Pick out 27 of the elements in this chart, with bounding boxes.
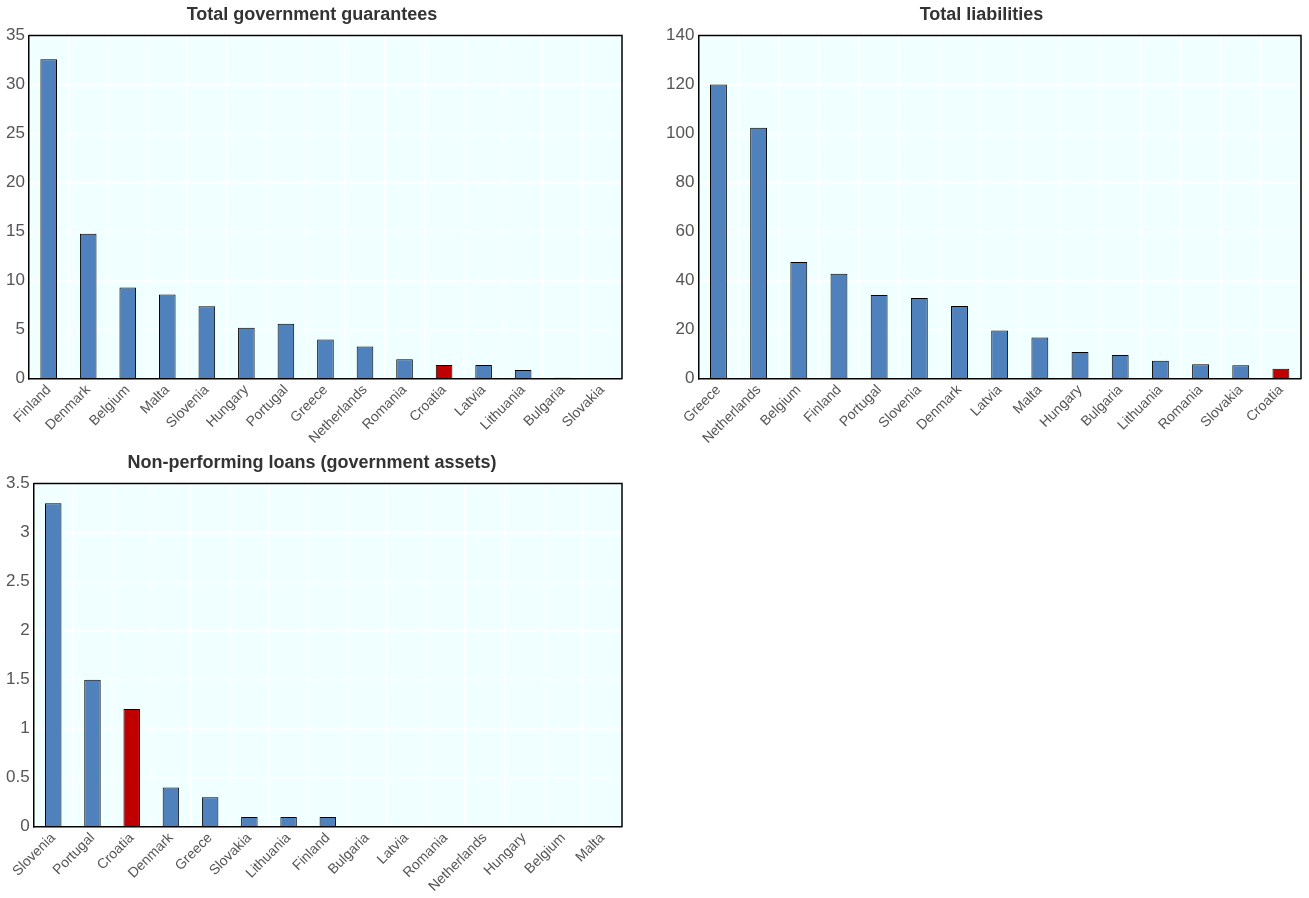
y-tick-label: 2.5 xyxy=(5,571,30,591)
chart-title: Non-performing loans (government assets) xyxy=(127,451,497,472)
y-tick-label: 1 xyxy=(20,718,30,738)
y-tick-label: 40 xyxy=(675,270,695,290)
y-tick-label: 5 xyxy=(15,319,25,339)
chart-title: Total liabilities xyxy=(919,3,1044,24)
y-tick-label: 0.5 xyxy=(5,767,30,787)
y-tick-label: 140 xyxy=(665,25,695,45)
y-tick-label: 60 xyxy=(675,221,695,241)
y-tick-label: 0 xyxy=(20,816,30,836)
y-tick-label: 120 xyxy=(665,74,695,94)
y-tick-label: 3 xyxy=(20,522,30,542)
y-tick-label: 0 xyxy=(15,368,25,388)
y-tick-label: 10 xyxy=(5,270,25,290)
y-tick-label: 35 xyxy=(5,25,25,45)
y-tick-label: 15 xyxy=(5,221,25,241)
y-tick-label: 20 xyxy=(675,319,695,339)
chart-title: Total government guarantees xyxy=(186,3,438,24)
y-tick-label: 80 xyxy=(675,172,695,192)
y-tick-label: 1.5 xyxy=(5,669,30,689)
y-tick-label: 3.5 xyxy=(5,473,30,493)
y-tick-label: 100 xyxy=(665,123,695,143)
y-tick-label: 30 xyxy=(5,74,25,94)
y-tick-label: 25 xyxy=(5,123,25,143)
y-tick-label: 0 xyxy=(684,368,695,388)
y-tick-label: 20 xyxy=(5,172,25,192)
y-tick-label: 2 xyxy=(20,620,30,640)
